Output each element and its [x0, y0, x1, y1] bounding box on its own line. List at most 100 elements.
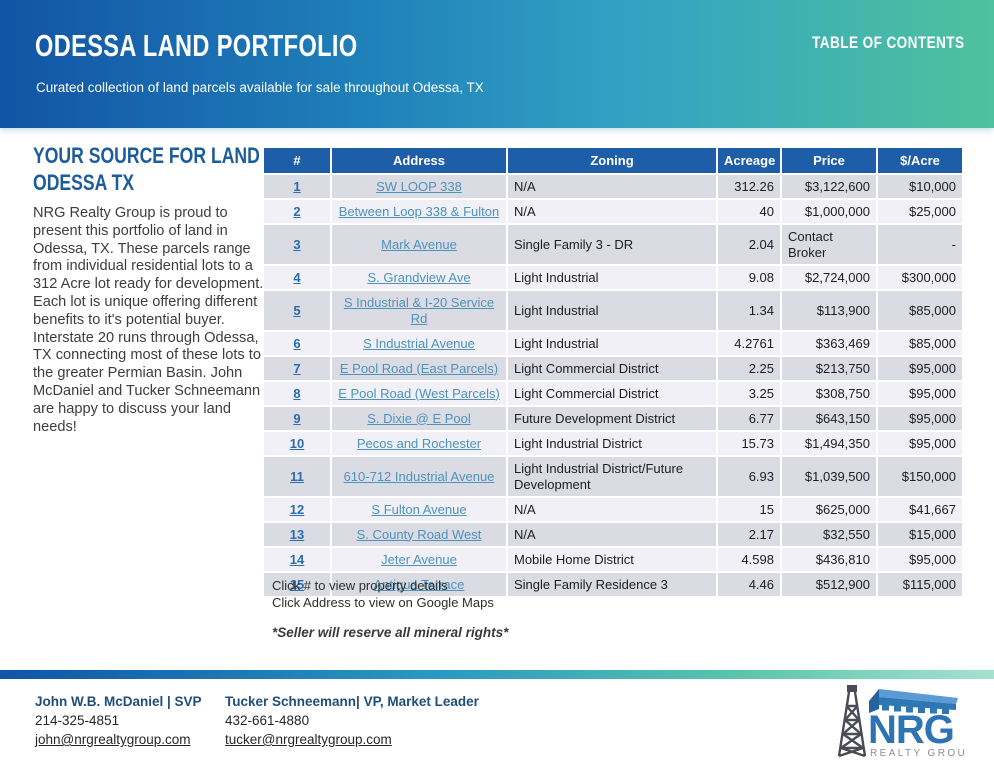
cell-zoning: Light Industrial: [506, 289, 718, 332]
cell-acreage: 312.26: [716, 173, 782, 200]
address-link[interactable]: Antigua Terrace: [373, 576, 465, 592]
property-number-link[interactable]: 11: [290, 468, 304, 484]
col-header-price: Price: [780, 146, 878, 175]
address-link[interactable]: 610-712 Industrial Avenue: [343, 468, 495, 484]
logo-tagline: REALTY GROUP: [870, 748, 968, 759]
cell-address: S Industrial & I-20 Service Rd: [330, 289, 508, 332]
property-number-link[interactable]: 12: [289, 501, 305, 517]
cell-num: 12: [262, 496, 332, 523]
property-number-link[interactable]: 8: [293, 385, 301, 401]
property-number-link[interactable]: 4: [293, 269, 301, 285]
cell-address: SW LOOP 338: [330, 173, 508, 200]
cell-num: 10: [262, 430, 332, 457]
col-header-acreage: Acreage: [716, 146, 782, 175]
address-link[interactable]: E Pool Road (West Parcels): [338, 385, 500, 401]
property-number-link[interactable]: 15: [289, 576, 305, 592]
table-notes: Click # to view property details Click A…: [272, 578, 494, 611]
parcel-table: # Address Zoning Acreage Price $/Acre 1 …: [262, 146, 964, 598]
cell-num: 14: [262, 546, 332, 573]
address-link[interactable]: S Industrial Avenue: [363, 335, 475, 351]
cell-per-acre: $85,000: [876, 289, 964, 332]
address-link[interactable]: E Pool Road (East Parcels): [339, 360, 499, 376]
table-row: 1 SW LOOP 338 N/A 312.26 $3,122,600 $10,…: [262, 173, 964, 200]
cell-num: 7: [262, 355, 332, 382]
sidebar-heading-line2: ODESSA TX: [33, 170, 135, 195]
cell-address: S Fulton Avenue: [330, 496, 508, 523]
address-link[interactable]: S Fulton Avenue: [371, 501, 467, 517]
cell-price: $643,150: [780, 405, 878, 432]
property-number-link[interactable]: 13: [289, 526, 305, 542]
address-link[interactable]: Pecos and Rochester: [356, 435, 482, 451]
table-row: 3 Mark Avenue Single Family 3 - DR 2.04 …: [262, 223, 964, 266]
cell-address: Jeter Avenue: [330, 546, 508, 573]
address-link[interactable]: SW LOOP 338: [376, 178, 462, 194]
cell-zoning: Future Development District: [506, 405, 718, 432]
cell-price: $1,000,000: [780, 198, 878, 225]
cell-num: 9: [262, 405, 332, 432]
property-number-link[interactable]: 5: [293, 302, 301, 318]
address-link[interactable]: S. Dixie @ E Pool: [367, 410, 471, 426]
cell-price: $213,750: [780, 355, 878, 382]
cell-acreage: 9.08: [716, 264, 782, 291]
cell-zoning: N/A: [506, 521, 718, 548]
cell-per-acre: $115,000: [876, 571, 964, 598]
sidebar-paragraph: NRG Realty Group is proud to present thi…: [33, 205, 264, 435]
contact-email-link[interactable]: john@nrgrealtygroup.com: [35, 732, 191, 747]
cell-per-acre: $85,000: [876, 330, 964, 357]
address-link[interactable]: S. Grandview Ave: [367, 269, 471, 285]
cell-num: 6: [262, 330, 332, 357]
cell-price: $363,469: [780, 330, 878, 357]
footer-divider-bar: [0, 670, 994, 679]
cell-acreage: 4.2761: [716, 330, 782, 357]
property-number-link[interactable]: 7: [293, 360, 301, 376]
cell-price: $1,494,350: [780, 430, 878, 457]
contact-phone: 432-661-4880: [225, 713, 310, 728]
address-link[interactable]: S Industrial & I-20 Service Rd: [343, 294, 495, 326]
cell-price: $32,550: [780, 521, 878, 548]
cell-price: $1,039,500: [780, 455, 878, 498]
cell-address: S. Grandview Ave: [330, 264, 508, 291]
col-header-address: Address: [330, 146, 508, 175]
cell-per-acre: $10,000: [876, 173, 964, 200]
property-number-link[interactable]: 10: [289, 435, 305, 451]
cell-zoning: N/A: [506, 496, 718, 523]
address-link[interactable]: Between Loop 338 & Fulton: [338, 203, 500, 219]
address-link[interactable]: Mark Avenue: [381, 236, 457, 252]
address-link[interactable]: S. County Road West: [356, 526, 482, 542]
nrg-logo: NRG REALTY GROUP: [837, 685, 968, 759]
cell-price: $2,724,000: [780, 264, 878, 291]
cell-acreage: 4.598: [716, 546, 782, 573]
table-header: # Address Zoning Acreage Price $/Acre: [262, 146, 964, 175]
cell-num: 8: [262, 380, 332, 407]
cell-num: 15: [262, 571, 332, 598]
cell-per-acre: $95,000: [876, 430, 964, 457]
cell-per-acre: $95,000: [876, 355, 964, 382]
property-number-link[interactable]: 1: [293, 178, 301, 194]
cell-acreage: 15: [716, 496, 782, 523]
table-row: 8 E Pool Road (West Parcels) Light Comme…: [262, 380, 964, 407]
cell-acreage: 6.93: [716, 455, 782, 498]
property-number-link[interactable]: 2: [293, 203, 301, 219]
cell-price: $512,900: [780, 571, 878, 598]
property-number-link[interactable]: 3: [293, 236, 301, 252]
cell-acreage: 3.25: [716, 380, 782, 407]
logo-acronym: NRG: [868, 708, 954, 752]
cell-address: S Industrial Avenue: [330, 330, 508, 357]
contact-name: Tucker Schneemann| VP, Market Leader: [225, 694, 479, 709]
property-number-link[interactable]: 6: [293, 335, 301, 351]
cell-acreage: 4.46: [716, 571, 782, 598]
table-row: 14 Jeter Avenue Mobile Home District 4.5…: [262, 546, 964, 573]
cell-per-acre: $95,000: [876, 546, 964, 573]
note-click-address: Click Address to view on Google Maps: [272, 594, 494, 610]
cell-price: $625,000: [780, 496, 878, 523]
contact-tucker: Tucker Schneemann| VP, Market Leader 432…: [225, 694, 479, 749]
contact-email-link[interactable]: tucker@nrgrealtygroup.com: [225, 732, 392, 747]
cell-zoning: Light Industrial: [506, 264, 718, 291]
property-number-link[interactable]: 9: [293, 410, 301, 426]
cell-zoning: Light Industrial District/Future Develop…: [506, 455, 718, 498]
cell-price: $308,750: [780, 380, 878, 407]
address-link[interactable]: Jeter Avenue: [381, 551, 457, 567]
note-click-number: Click # to view property details: [272, 578, 448, 593]
property-number-link[interactable]: 14: [289, 551, 305, 567]
